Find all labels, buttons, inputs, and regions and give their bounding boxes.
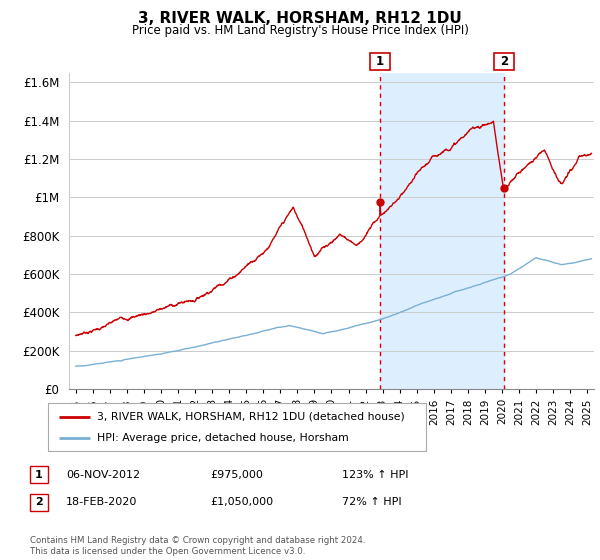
Text: 123% ↑ HPI: 123% ↑ HPI [342, 470, 409, 480]
FancyBboxPatch shape [370, 53, 390, 70]
Text: 3, RIVER WALK, HORSHAM, RH12 1DU: 3, RIVER WALK, HORSHAM, RH12 1DU [138, 11, 462, 26]
Text: 1: 1 [376, 55, 384, 68]
Text: 1: 1 [35, 470, 43, 480]
Text: £975,000: £975,000 [210, 470, 263, 480]
Text: 06-NOV-2012: 06-NOV-2012 [66, 470, 140, 480]
Bar [380, 73, 504, 389]
Text: 3, RIVER WALK, HORSHAM, RH12 1DU (detached house): 3, RIVER WALK, HORSHAM, RH12 1DU (detach… [97, 412, 405, 422]
FancyBboxPatch shape [48, 403, 426, 451]
Text: £1,050,000: £1,050,000 [210, 497, 273, 507]
Text: 72% ↑ HPI: 72% ↑ HPI [342, 497, 401, 507]
Text: Contains HM Land Registry data © Crown copyright and database right 2024.
This d: Contains HM Land Registry data © Crown c… [30, 536, 365, 556]
Text: Price paid vs. HM Land Registry's House Price Index (HPI): Price paid vs. HM Land Registry's House … [131, 24, 469, 37]
FancyBboxPatch shape [494, 53, 514, 70]
Text: 2: 2 [35, 497, 43, 507]
Text: 18-FEB-2020: 18-FEB-2020 [66, 497, 137, 507]
Text: HPI: Average price, detached house, Horsham: HPI: Average price, detached house, Hors… [97, 433, 349, 444]
Text: 2: 2 [500, 55, 508, 68]
